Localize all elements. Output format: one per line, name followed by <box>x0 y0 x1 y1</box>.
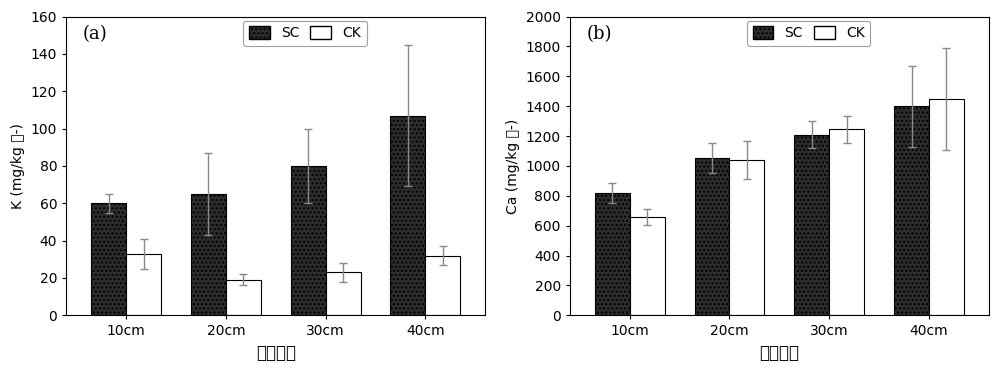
Bar <box>126 254 161 315</box>
Text: (b): (b) <box>587 26 612 44</box>
Y-axis label: Ca (mg/kg 土-): Ca (mg/kg 土-) <box>506 118 520 214</box>
Bar <box>191 194 226 315</box>
Bar <box>390 116 425 315</box>
Bar <box>425 256 460 315</box>
Bar <box>829 129 864 315</box>
Y-axis label: K (mg/kg 土-): K (mg/kg 土-) <box>11 123 25 209</box>
Bar <box>630 217 665 315</box>
Legend: SC, CK: SC, CK <box>243 21 367 46</box>
Bar <box>695 158 729 315</box>
Bar <box>929 99 964 315</box>
X-axis label: 土壤深度: 土壤深度 <box>256 344 296 362</box>
Bar <box>729 160 764 315</box>
X-axis label: 土壤深度: 土壤深度 <box>759 344 799 362</box>
Bar <box>326 272 361 315</box>
Bar <box>794 135 829 315</box>
Legend: SC, CK: SC, CK <box>747 21 870 46</box>
Bar <box>595 193 630 315</box>
Text: (a): (a) <box>83 26 108 44</box>
Bar <box>894 106 929 315</box>
Bar <box>291 166 326 315</box>
Bar <box>226 280 261 315</box>
Bar <box>91 203 126 315</box>
